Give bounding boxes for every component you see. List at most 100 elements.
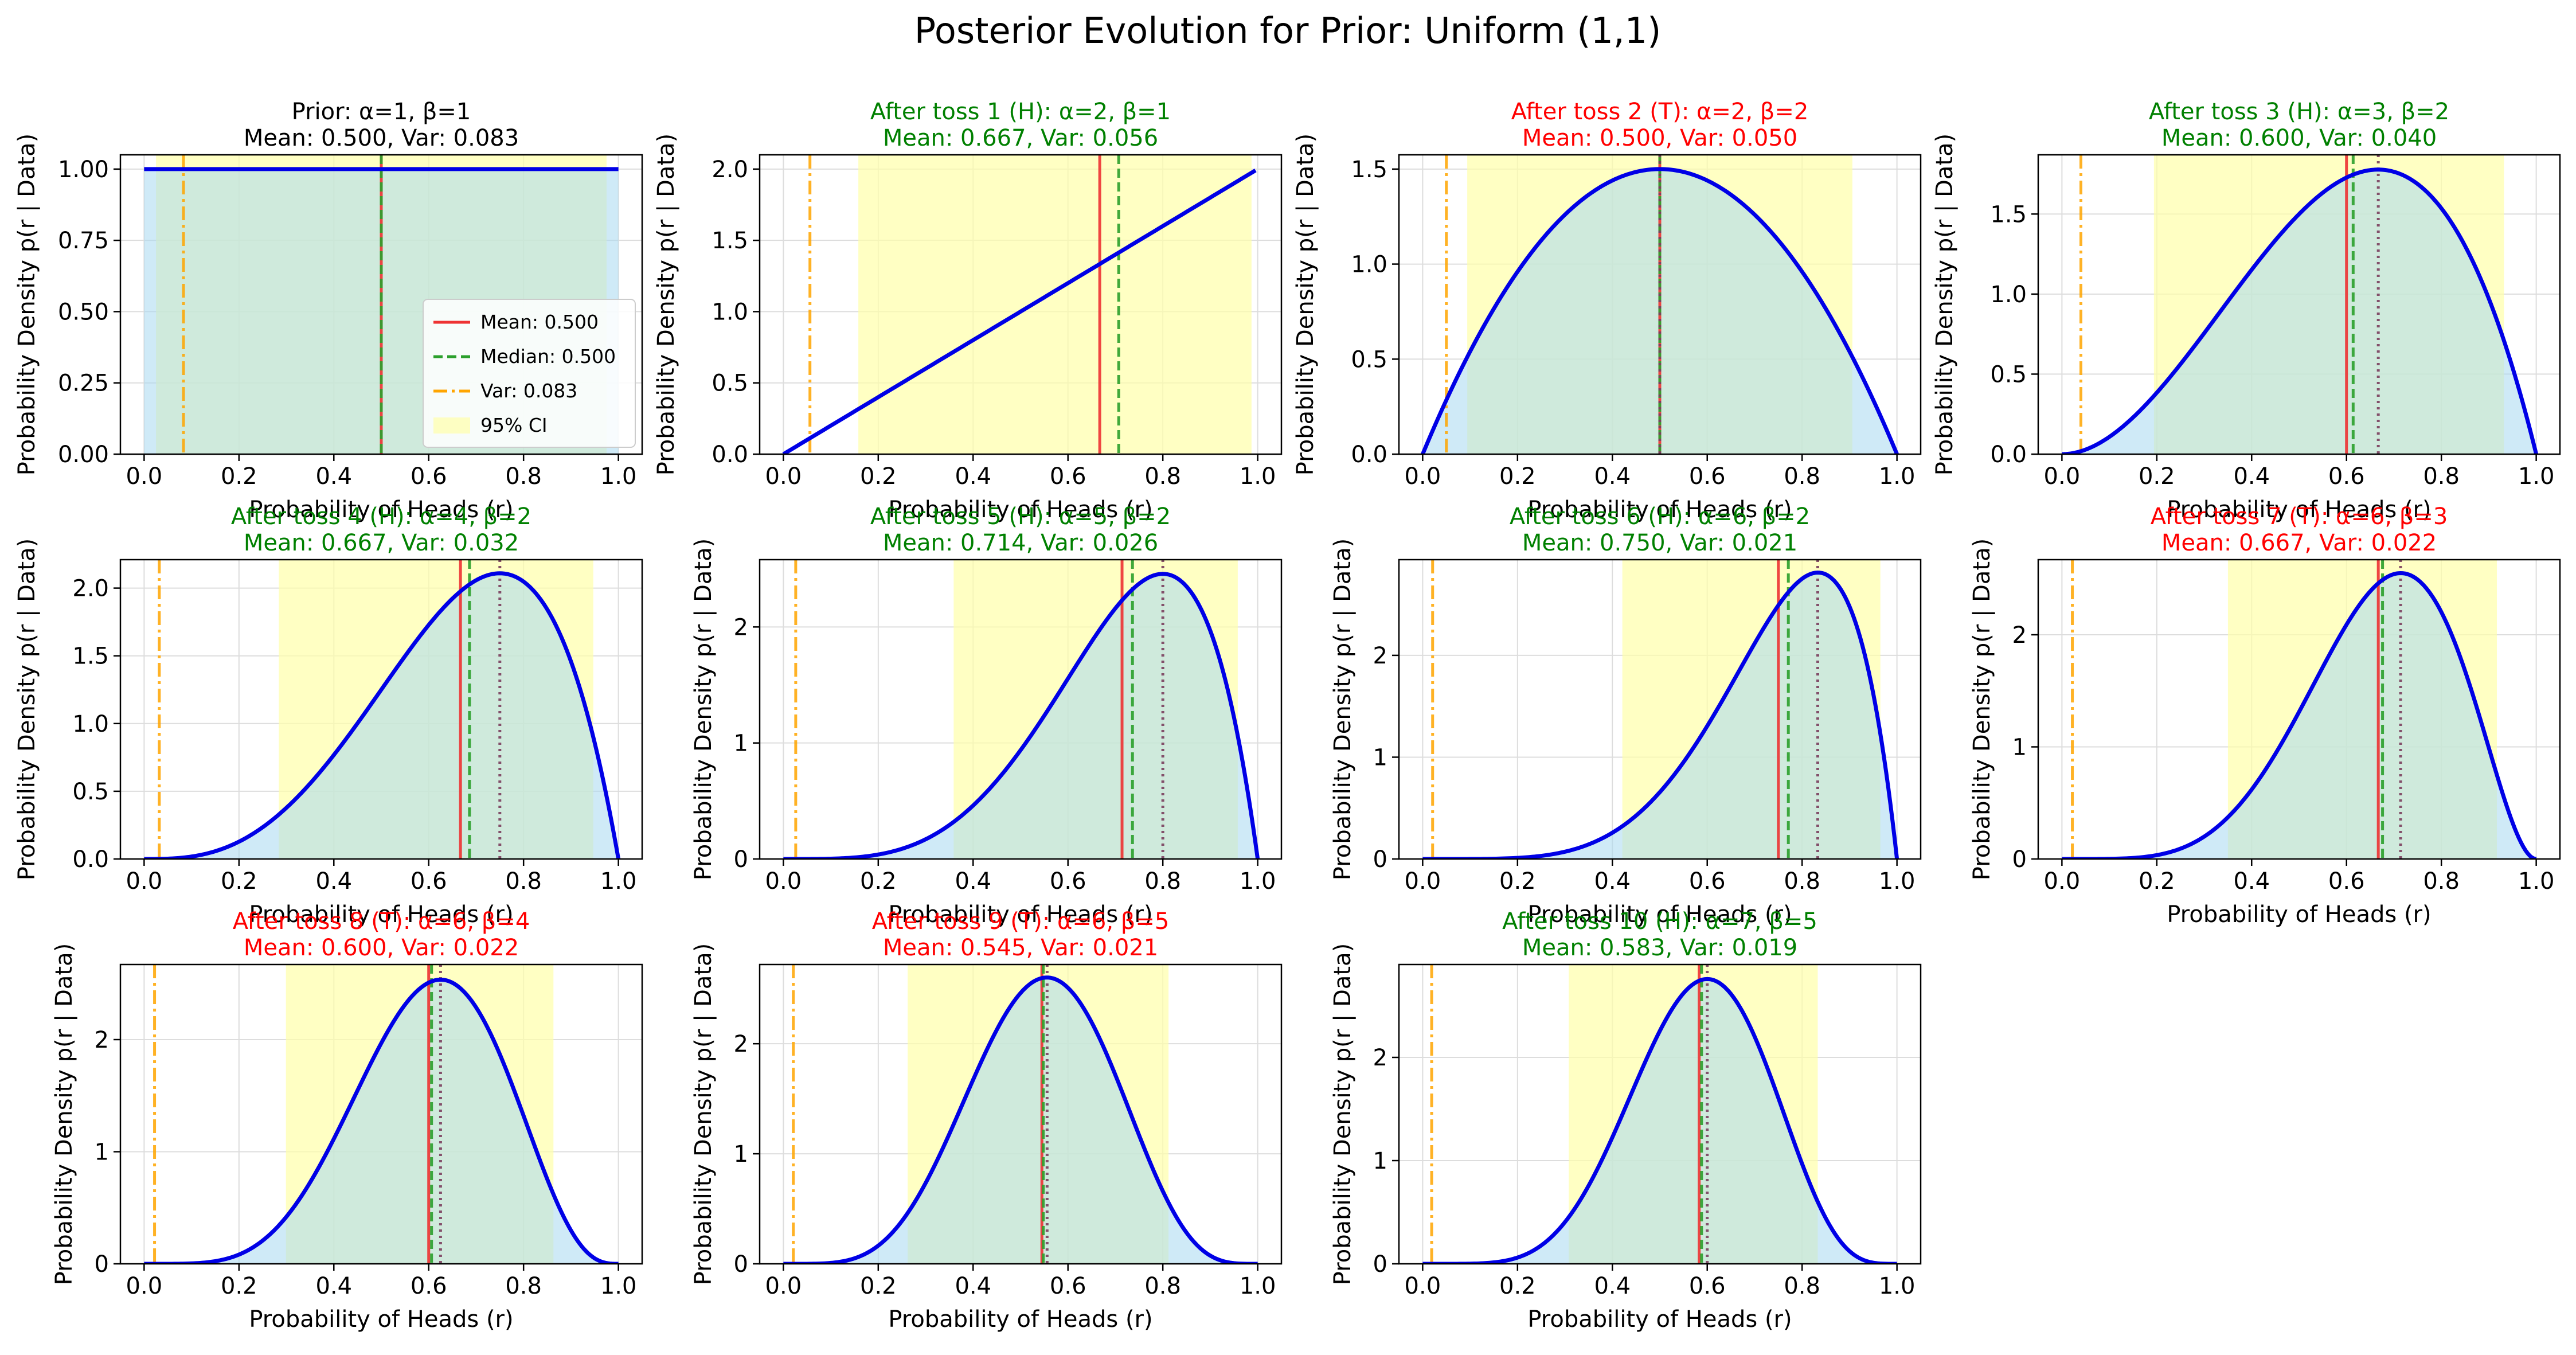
y-axis-label: Probability Density p(r | Data) bbox=[1330, 943, 1356, 1285]
legend: Mean: 0.500 Median: 0.500 Var: 0.083 95% CI bbox=[423, 299, 636, 448]
plot-area-1 bbox=[782, 155, 1257, 454]
y-axis-label: Probability Density p(r | Data) bbox=[14, 538, 40, 880]
x-tick-label: 0.0 bbox=[126, 868, 163, 895]
x-tick-label: 0.0 bbox=[1405, 1273, 1441, 1299]
subplot-title-line1: After toss 7 (T): α=6, β=3 bbox=[2151, 503, 2448, 530]
x-tick-label: 0.2 bbox=[221, 1273, 257, 1299]
x-tick-label: 0.2 bbox=[221, 868, 257, 895]
y-tick-label: 0.5 bbox=[72, 779, 109, 805]
x-tick-label: 0.0 bbox=[2044, 868, 2081, 895]
density-curve bbox=[144, 977, 619, 1264]
subplot-title-line2: Mean: 0.500, Var: 0.050 bbox=[1522, 125, 1797, 151]
x-tick-label: 0.4 bbox=[2233, 868, 2270, 895]
x-axis-label: Probability of Heads (r) bbox=[1527, 901, 1792, 928]
x-tick-label: 0.6 bbox=[411, 1273, 447, 1299]
subplot-title-line1: After toss 9 (T): α=6, β=5 bbox=[872, 908, 1170, 935]
x-tick-label: 0.4 bbox=[2233, 463, 2270, 490]
plot-area-2 bbox=[1421, 155, 1899, 454]
x-axis-label: Probability of Heads (r) bbox=[1527, 1306, 1792, 1333]
x-tick-label: 1.0 bbox=[600, 1273, 637, 1299]
x-tick-label: 1.0 bbox=[2518, 868, 2555, 895]
legend-entry: Var: 0.083 bbox=[480, 380, 577, 402]
y-tick-label: 2.0 bbox=[712, 157, 748, 183]
subplot-title-line1: After toss 6 (H): α=6, β=2 bbox=[1510, 503, 1810, 530]
y-tick-label: 0 bbox=[1373, 1251, 1387, 1278]
x-tick-label: 1.0 bbox=[1879, 868, 1916, 895]
density-curve bbox=[144, 571, 621, 859]
density-curve bbox=[783, 975, 1258, 1264]
x-tick-label: 0.6 bbox=[1689, 1273, 1726, 1299]
x-tick-label: 0.2 bbox=[2139, 868, 2175, 895]
legend-entry: Median: 0.500 bbox=[480, 345, 616, 368]
x-tick-label: 0.4 bbox=[1594, 1273, 1631, 1299]
density-area bbox=[144, 979, 619, 1264]
y-tick-label: 1.0 bbox=[1990, 282, 2027, 308]
x-tick-label: 0.2 bbox=[860, 463, 897, 490]
y-tick-label: 1 bbox=[2012, 734, 2027, 760]
axes-frame bbox=[119, 559, 643, 860]
plot-area-9 bbox=[783, 964, 1258, 1264]
axes-frame bbox=[759, 154, 1283, 455]
x-tick-label: 0.8 bbox=[505, 463, 542, 490]
subplot-title-line2: Mean: 0.667, Var: 0.056 bbox=[883, 125, 1158, 151]
axes-frame bbox=[1398, 559, 1922, 860]
y-tick-label: 1 bbox=[95, 1139, 109, 1165]
subplot-3: 0.0 0.2 0.4 0.6 0.8 1.0 0.0 0.5 1.0 1.5 Probabilit… bbox=[1932, 99, 2561, 523]
subplot-title-line1: After toss 3 (H): α=3, β=2 bbox=[2149, 99, 2449, 125]
x-tick-label: 0.6 bbox=[411, 868, 447, 895]
subplot-title-line2: Mean: 0.667, Var: 0.032 bbox=[244, 530, 519, 556]
x-tick-label: 0.0 bbox=[765, 868, 802, 895]
density-curve bbox=[1422, 977, 1897, 1264]
legend-box bbox=[423, 299, 636, 448]
x-tick-label: 0.6 bbox=[411, 463, 447, 490]
x-axis-label: Probability of Heads (r) bbox=[888, 901, 1152, 928]
x-tick-label: 0.4 bbox=[315, 463, 352, 490]
y-tick-label: 0 bbox=[2012, 846, 2027, 873]
x-tick-label: 0.4 bbox=[315, 1273, 352, 1299]
x-tick-label: 0.0 bbox=[765, 1273, 802, 1299]
y-tick-label: 2 bbox=[1373, 1045, 1387, 1071]
density-area bbox=[2062, 169, 2536, 454]
legend-entry: Mean: 0.500 bbox=[480, 311, 599, 333]
y-tick-label: 0.0 bbox=[72, 846, 109, 873]
subplot-6: 0.0 0.2 0.4 0.6 0.8 1.0 0 1 2 Probability of Head… bbox=[1330, 503, 1922, 928]
y-tick-label: 0 bbox=[95, 1251, 109, 1278]
x-tick-label: 0.2 bbox=[860, 1273, 897, 1299]
subplot-title-line2: Mean: 0.600, Var: 0.040 bbox=[2161, 125, 2437, 151]
subplot-1: 0.0 0.2 0.4 0.6 0.8 1.0 0.0 0.5 1.0 1.5 2.0 Probabi… bbox=[653, 99, 1283, 523]
x-tick-label: 0.6 bbox=[2328, 463, 2365, 490]
x-tick-label: 0.4 bbox=[1594, 463, 1631, 490]
axes-frame bbox=[2037, 559, 2561, 860]
y-tick-label: 0.0 bbox=[712, 442, 748, 468]
y-axis-label: Probability Density p(r | Data) bbox=[1292, 134, 1319, 475]
density-curve bbox=[1421, 167, 1899, 454]
subplot-title-line1: After toss 2 (T): α=2, β=2 bbox=[1511, 99, 1809, 125]
density-curve bbox=[2062, 571, 2537, 859]
legend-entry: 95% CI bbox=[480, 414, 548, 436]
x-axis-label: Probability of Heads (r) bbox=[2167, 901, 2431, 928]
x-tick-label: 0.6 bbox=[1050, 868, 1086, 895]
subplot-title-line2: Mean: 0.667, Var: 0.022 bbox=[2161, 530, 2437, 556]
y-axis-label: Probability Density p(r | Data) bbox=[1932, 134, 1958, 475]
subplot-grid: 0.0 0.2 0.4 0.6 0.8 1.00.000.250.500.751.00Pr… bbox=[14, 99, 2561, 1333]
subplot-title-line1: After toss 1 (H): α=2, β=1 bbox=[870, 99, 1171, 125]
axes-frame bbox=[759, 559, 1283, 860]
plot-area-3 bbox=[2062, 155, 2539, 454]
x-axis-label: Probability of Heads (r) bbox=[888, 1306, 1152, 1333]
x-tick-label: 0.2 bbox=[1499, 1273, 1536, 1299]
subplot-7: 0.0 0.2 0.4 0.6 0.8 1.0 0 1 2 Probability of Head… bbox=[1969, 503, 2561, 928]
subplot-9: 0.0 0.2 0.4 0.6 0.8 1.0 0 1 2 Probability of Head… bbox=[690, 908, 1283, 1333]
axes-frame bbox=[759, 963, 1283, 1265]
y-tick-label: 2.0 bbox=[72, 576, 109, 602]
plot-area-8 bbox=[144, 964, 619, 1264]
legend-ci-swatch bbox=[433, 417, 470, 434]
x-tick-label: 0.8 bbox=[505, 1273, 542, 1299]
x-tick-label: 0.8 bbox=[1144, 868, 1181, 895]
subplot-title-line1: After toss 10 (H): α=7, β=5 bbox=[1502, 908, 1817, 935]
x-tick-label: 1.0 bbox=[2518, 463, 2555, 490]
x-axis-label: Probability of Heads (r) bbox=[249, 497, 513, 523]
y-axis-label: Probability Density p(r | Data) bbox=[14, 134, 40, 475]
x-tick-label: 0.8 bbox=[1144, 1273, 1181, 1299]
x-axis-label: Probability of Heads (r) bbox=[249, 901, 513, 928]
x-axis-label: Probability of Heads (r) bbox=[888, 497, 1152, 523]
